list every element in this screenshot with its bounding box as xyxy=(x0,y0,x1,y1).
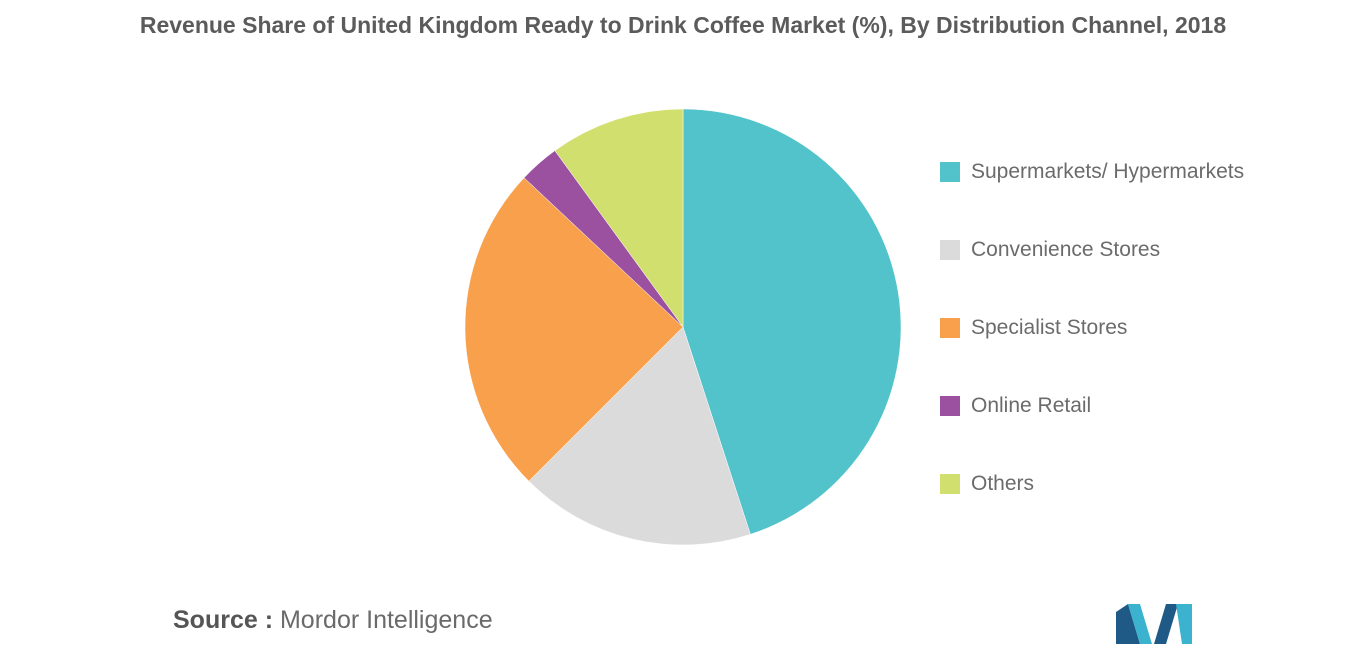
legend-swatch xyxy=(940,162,960,182)
legend-label: Convenience Stores xyxy=(971,238,1161,261)
source-key: Source : xyxy=(173,606,274,634)
legend-item-others: Others xyxy=(940,470,1340,498)
logo-shape-left-dark xyxy=(1116,604,1140,644)
legend-label: Supermarkets/ Hypermarkets xyxy=(971,160,1245,183)
pie-slice-supermarkets-hypermarkets xyxy=(682,108,902,535)
chart-legend: Supermarkets/ Hypermarkets Convenience St… xyxy=(940,158,1340,548)
logo-shape-right-light xyxy=(1176,604,1192,644)
pie-slice-specialist-stores xyxy=(464,177,684,482)
legend-swatch xyxy=(940,396,960,416)
legend-item-convenience-stores: Convenience Stores xyxy=(940,236,1340,264)
pie-slice-convenience-stores xyxy=(528,326,751,546)
mordor-intelligence-logo-icon xyxy=(1116,604,1192,644)
pie-slice-others xyxy=(554,108,684,328)
legend-item-specialist-stores: Specialist Stores xyxy=(940,314,1340,342)
legend-label: Specialist Stores xyxy=(971,316,1128,339)
legend-label: Online Retail xyxy=(971,394,1092,417)
legend-swatch xyxy=(940,318,960,338)
legend-item-online-retail: Online Retail xyxy=(940,392,1340,420)
logo-shape-right-dark xyxy=(1154,604,1178,644)
source-value: Mordor Intelligence xyxy=(279,606,493,634)
legend-swatch xyxy=(940,474,960,494)
logo-shape-left-light xyxy=(1128,604,1152,644)
source-note: Source : Mordor Intelligence xyxy=(173,606,493,635)
legend-swatch xyxy=(940,240,960,260)
chart-title: Revenue Share of United Kingdom Ready to… xyxy=(139,12,1227,38)
legend-item-supermarkets-hypermarkets: Supermarkets/ Hypermarkets xyxy=(940,158,1340,186)
legend-label: Others xyxy=(971,472,1035,495)
